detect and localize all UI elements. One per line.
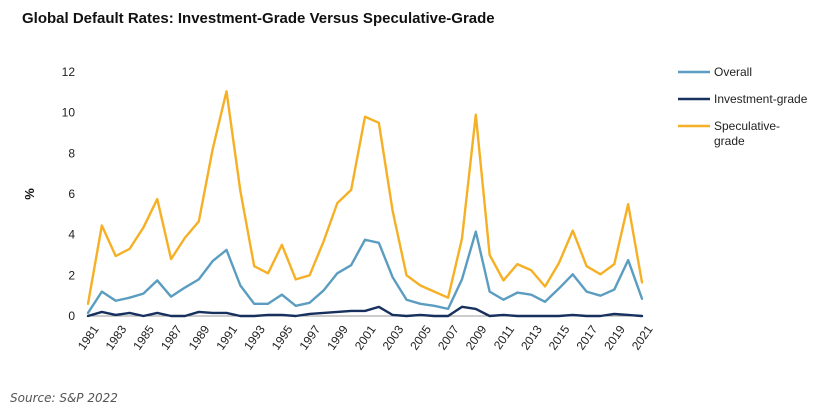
- x-tick-label: 1993: [241, 322, 268, 352]
- x-tick-label: 2015: [546, 322, 573, 352]
- x-tick-label: 1983: [103, 322, 130, 352]
- y-tick-label: 0: [68, 309, 75, 323]
- x-tick-label: 1991: [213, 322, 240, 352]
- x-tick-label: 1999: [324, 322, 351, 352]
- x-tick-label: 2001: [352, 322, 379, 352]
- x-tick-label: 2019: [601, 322, 628, 352]
- chart-title: Global Default Rates: Investment-Grade V…: [22, 10, 495, 27]
- y-tick-label: 4: [68, 228, 75, 242]
- overall-series-line: [86, 230, 644, 315]
- x-tick-label: 2021: [629, 322, 656, 352]
- x-tick-label: 2003: [380, 322, 407, 352]
- legend-label-investment-grade: Investment-grade: [714, 92, 808, 106]
- x-tick-label: 2017: [573, 322, 600, 352]
- x-tick-label: 1995: [269, 322, 296, 352]
- x-tick-label: 1997: [296, 322, 323, 352]
- x-tick-label: 2009: [463, 322, 490, 352]
- y-tick-label: 6: [68, 187, 75, 201]
- y-axis-label: %: [22, 188, 37, 200]
- source-note: Source: S&P 2022: [10, 391, 118, 405]
- x-tick-label: 1981: [75, 322, 102, 352]
- y-tick-label: 12: [62, 65, 76, 79]
- investment-grade-series-line: [86, 305, 644, 318]
- legend-label-speculative-grade: Speculative-: [714, 119, 780, 133]
- y-tick-label: 10: [62, 106, 76, 120]
- x-tick-label: 2005: [407, 322, 434, 352]
- x-tick-label: 1987: [158, 322, 185, 352]
- x-tick-label: 1985: [130, 322, 157, 352]
- x-tick-label: 2011: [491, 322, 517, 351]
- speculative-grade-series-line: [86, 90, 644, 305]
- y-tick-label: 2: [68, 268, 75, 282]
- x-tick-label: 2013: [518, 322, 545, 352]
- x-tick-label: 1989: [186, 322, 213, 352]
- y-tick-label: 8: [68, 146, 75, 160]
- legend-label-overall: Overall: [714, 65, 752, 79]
- legend-label-speculative-grade: grade: [714, 134, 745, 148]
- x-tick-label: 2007: [435, 322, 462, 352]
